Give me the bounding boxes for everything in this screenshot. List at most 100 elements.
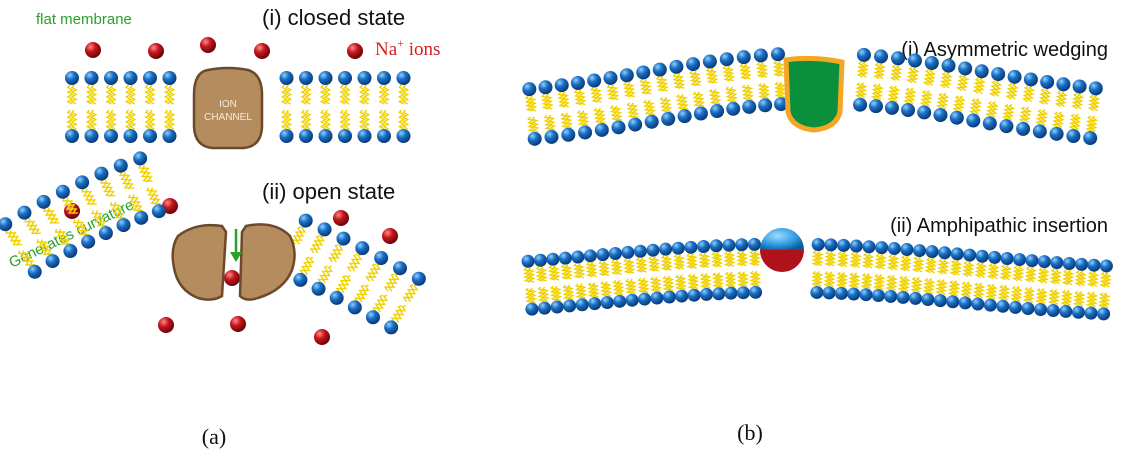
lipid-head [522, 82, 537, 97]
lipid-head [374, 251, 389, 266]
lipid-tail [815, 270, 824, 287]
lipid-tail [1061, 269, 1071, 286]
lipid-tail [1003, 264, 1013, 281]
lipid-head [1007, 69, 1022, 84]
lipid-head [834, 286, 848, 300]
channel-half-left [171, 223, 228, 301]
lipid-tail [1039, 287, 1049, 304]
lipid-tail [128, 109, 137, 130]
lipid-head [1021, 301, 1035, 315]
flat-membrane-label: flat membrane [36, 11, 132, 28]
lipid-tail [724, 271, 733, 288]
lipid-head [726, 101, 741, 116]
lipid-tail [860, 273, 870, 289]
lipid-tail [642, 99, 652, 116]
lipid-tail [1078, 270, 1087, 287]
lipid-tail [530, 116, 540, 133]
lipid-tail [726, 65, 736, 82]
lipid-tail [778, 81, 787, 98]
lipid-tail [901, 275, 911, 292]
lipid-tail [613, 105, 623, 121]
lipid-head [298, 213, 313, 228]
lipid-tail [522, 267, 532, 283]
lipid-head [633, 244, 647, 258]
lipid-head [384, 320, 399, 335]
lipid-tail [924, 257, 934, 274]
lipid-tail [144, 84, 152, 105]
lipid-tail [549, 285, 559, 302]
lipid-tail [1102, 292, 1111, 309]
lipid-head [17, 205, 32, 220]
lipid-head [104, 129, 118, 143]
lipid-tail [976, 282, 986, 299]
lipid-tail [872, 273, 882, 290]
lipid-head [661, 111, 676, 126]
lipid-tail [839, 271, 849, 288]
lipid-tail [1036, 267, 1046, 284]
lipid-tail [76, 219, 89, 236]
lipid-tail [725, 86, 734, 103]
amphipathic-hydrophobic-half [760, 250, 804, 272]
lipid-tail [350, 253, 363, 272]
lipid-tail [339, 275, 352, 294]
lipid-tail [526, 116, 536, 133]
lipid-head [55, 184, 70, 199]
lipid-tail [974, 262, 984, 279]
lipid-head [1013, 253, 1027, 267]
lipid-head [336, 231, 351, 246]
lipid-tail [539, 266, 548, 282]
lipid-tail [124, 84, 133, 105]
lipid-tail [66, 84, 74, 105]
lipid-tail [1089, 115, 1099, 132]
amphipathic-insertion-title: (ii) Amphipathic insertion [890, 215, 1108, 237]
lipid-tail [560, 264, 569, 280]
lipid-head [999, 119, 1014, 134]
lipid-tail [614, 259, 623, 275]
lipid-tail [663, 96, 673, 113]
lipid-head [123, 129, 138, 143]
lipid-head [558, 251, 572, 265]
lipid-tail [952, 95, 962, 112]
lipid-head [116, 218, 131, 233]
lipid-head [709, 239, 723, 253]
lipid-head [521, 254, 535, 268]
panel-a: flat membrane (i) closed state Na+ ions … [0, 5, 440, 449]
lipid-tail [1018, 106, 1028, 123]
lipid-tail [1103, 271, 1112, 288]
lipid-tail [736, 250, 745, 267]
lipid-tail [926, 277, 936, 294]
lipid-head [578, 125, 593, 140]
lipid-head [950, 247, 964, 261]
lipid-tail [740, 250, 749, 267]
lipid-tail [840, 251, 850, 268]
caption-a: (a) [202, 424, 226, 449]
lipid-tail [624, 278, 634, 295]
lipid-head [659, 242, 673, 256]
lipid-tail [972, 98, 983, 115]
lipid-tail [651, 256, 661, 272]
lipid-tail [626, 258, 636, 274]
lipid-tail [772, 60, 782, 77]
channel-label-line2: CHANNEL [204, 112, 252, 123]
lipid-tail [897, 275, 907, 292]
sodium-ion [347, 43, 363, 59]
lipid-tail [1076, 290, 1086, 307]
lipid-head [104, 71, 118, 85]
lipid-tail [815, 250, 824, 267]
lipid-tail [672, 73, 682, 89]
lipid-tail [606, 84, 616, 100]
lipid-tail [167, 109, 176, 130]
lipid-tail [358, 84, 367, 105]
lipid-tail [85, 188, 97, 205]
lipid-tail [877, 62, 886, 80]
lipid-tail [662, 275, 671, 292]
lipid-head [1032, 124, 1047, 139]
lipid-tail [861, 252, 871, 269]
amphipathic-membrane [521, 237, 1113, 321]
lipid-head [563, 299, 577, 313]
arrow-head-icon [230, 252, 242, 262]
amphipathic-helix [760, 228, 804, 272]
lipid-tail [643, 78, 653, 95]
lipid-tail [960, 281, 969, 298]
lipid-tail [397, 84, 406, 105]
